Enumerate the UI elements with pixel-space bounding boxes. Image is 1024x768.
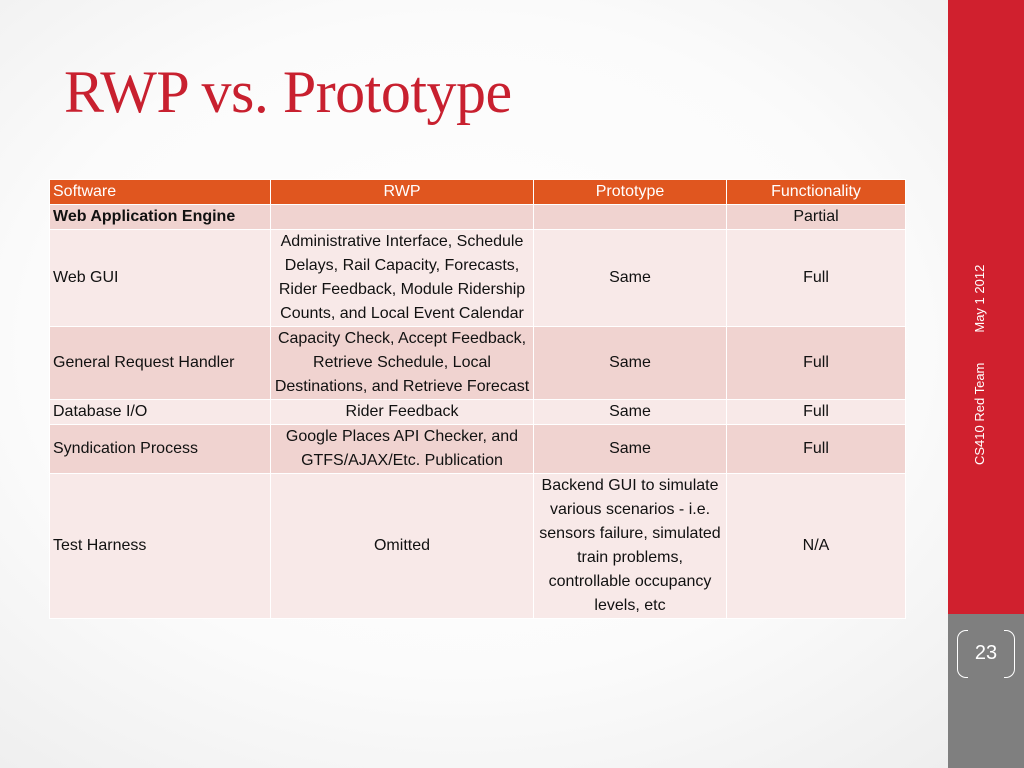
cell-software: Syndication Process <box>49 424 271 474</box>
cell-rwp: Omitted <box>270 473 534 619</box>
cell-rwp <box>270 204 534 230</box>
cell-functionality: Full <box>726 326 906 400</box>
cell-rwp: Rider Feedback <box>270 399 534 425</box>
column-header-prototype: Prototype <box>533 179 727 205</box>
footer-author: CS410 Red Team <box>972 362 987 465</box>
table-row: Database I/O Rider Feedback Same Full <box>49 399 906 425</box>
cell-functionality: Full <box>726 424 906 474</box>
comparison-table: Software RWP Prototype Functionality Web… <box>49 179 906 619</box>
badge-bracket-left <box>957 630 968 678</box>
cell-prototype: Same <box>533 424 727 474</box>
cell-software: Test Harness <box>49 473 271 619</box>
cell-software: Web GUI <box>49 229 271 327</box>
table-row: Test Harness Omitted Backend GUI to simu… <box>49 473 906 619</box>
table-header-row: Software RWP Prototype Functionality <box>49 179 906 205</box>
column-header-software: Software <box>49 179 271 205</box>
cell-functionality: Full <box>726 229 906 327</box>
slide-footer-meta: CS410 Red Team May 1 2012 <box>972 265 987 465</box>
table-row: General Request Handler Capacity Check, … <box>49 326 906 400</box>
table-row: Syndication Process Google Places API Ch… <box>49 424 906 474</box>
cell-prototype: Same <box>533 229 727 327</box>
cell-rwp: Administrative Interface, Schedule Delay… <box>270 229 534 327</box>
cell-software: Web Application Engine <box>49 204 271 230</box>
cell-prototype <box>533 204 727 230</box>
column-header-rwp: RWP <box>270 179 534 205</box>
table-row: Web GUI Administrative Interface, Schedu… <box>49 229 906 327</box>
cell-functionality: N/A <box>726 473 906 619</box>
page-number: 23 <box>974 642 998 664</box>
cell-prototype: Backend GUI to simulate various scenario… <box>533 473 727 619</box>
footer-date: May 1 2012 <box>972 264 987 333</box>
cell-functionality: Full <box>726 399 906 425</box>
cell-software: Database I/O <box>49 399 271 425</box>
cell-rwp: Capacity Check, Accept Feedback, Retriev… <box>270 326 534 400</box>
cell-rwp: Google Places API Checker, and GTFS/AJAX… <box>270 424 534 474</box>
side-page-panel <box>948 614 1024 768</box>
cell-software: General Request Handler <box>49 326 271 400</box>
cell-prototype: Same <box>533 326 727 400</box>
slide-title: RWP vs. Prototype <box>64 59 512 125</box>
page-number-badge: 23 <box>957 630 1015 680</box>
cell-functionality: Partial <box>726 204 906 230</box>
column-header-functionality: Functionality <box>726 179 906 205</box>
cell-prototype: Same <box>533 399 727 425</box>
table-row: Web Application Engine Partial <box>49 204 906 230</box>
